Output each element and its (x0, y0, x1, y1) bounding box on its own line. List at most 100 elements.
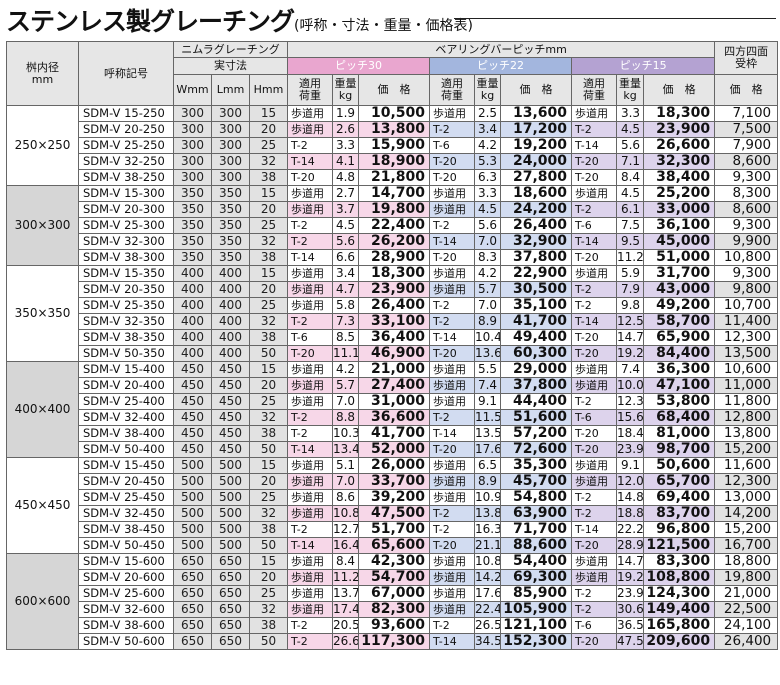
weight-30-cell: 13.7 (332, 585, 360, 602)
model-cell: SDM-V 20-600 (78, 569, 174, 586)
weight-22-cell: 13.8 (474, 505, 502, 522)
load-30-cell: 歩道用 (287, 473, 334, 490)
price-15-cell: 165,800 (643, 617, 716, 634)
load-15-cell: T-20 (571, 537, 618, 554)
price-30-cell: 15,900 (358, 137, 431, 154)
table-row: SDM-V 25-600 650 650 25 歩道用 13.7 67,000 歩道用 17.6… (7, 585, 779, 602)
fourside-price-cell: 12,300 (714, 473, 779, 490)
price-22-cell: 85,900 (500, 585, 573, 602)
price-22-cell: 13,600 (500, 105, 573, 122)
load-22-cell: T-2 (429, 521, 476, 538)
header-h: Hmm (248, 74, 289, 106)
weight-22-cell: 4.2 (474, 265, 502, 282)
w-cell: 350 (173, 217, 212, 234)
table-row: SDM-V 50-450 500 500 50 T-14 16.4 65,600 T-20 21… (7, 537, 779, 554)
price-22-cell: 45,700 (500, 473, 573, 490)
w-cell: 450 (173, 361, 212, 378)
table-row: 450×450 SDM-V 15-450 500 500 15 歩道用 5.1 26,000 歩… (6, 457, 779, 554)
weight-15-cell: 9.5 (616, 233, 645, 250)
price-22-cell: 18,600 (500, 185, 573, 202)
table-row: 300×300 SDM-V 15-300 350 350 15 歩道用 2.7 14,700 歩… (6, 185, 779, 266)
price-15-cell: 124,300 (643, 585, 716, 602)
price-22-cell: 57,200 (500, 425, 573, 442)
w-cell: 350 (173, 185, 212, 202)
header-fprice: 価 格 (714, 74, 779, 106)
price-15-cell: 65,900 (643, 329, 716, 346)
weight-22-cell: 13.6 (474, 345, 502, 362)
load-30-cell: 歩道用 (287, 105, 334, 122)
header-load-15: 適用 荷重 (571, 74, 618, 106)
l-cell: 400 (211, 265, 250, 282)
price-30-cell: 41,700 (358, 425, 431, 442)
w-cell: 400 (173, 281, 212, 298)
h-cell: 32 (248, 505, 289, 522)
l-cell: 400 (211, 345, 250, 362)
header-load-30: 適用 荷重 (287, 74, 334, 106)
price-15-cell: 65,700 (643, 473, 716, 490)
weight-22-cell: 22.4 (474, 601, 502, 618)
fourside-price-cell: 18,800 (714, 553, 779, 570)
load-30-cell: 歩道用 (287, 585, 334, 602)
price-15-cell: 81,000 (643, 425, 716, 442)
weight-30-cell: 3.7 (332, 201, 360, 218)
price-15-cell: 31,700 (643, 265, 716, 282)
load-15-cell: T-14 (571, 137, 618, 154)
w-cell: 300 (173, 105, 212, 122)
w-cell: 400 (173, 313, 212, 330)
weight-15-cell: 15.6 (616, 409, 645, 426)
h-cell: 32 (248, 601, 289, 618)
fourside-price-cell: 10,800 (714, 249, 779, 266)
price-30-cell: 21,000 (358, 361, 431, 378)
w-cell: 350 (173, 233, 212, 250)
weight-22-cell: 17.6 (474, 585, 502, 602)
l-cell: 300 (211, 169, 250, 186)
size-cell: 400×400 (6, 361, 79, 458)
weight-22-cell: 5.7 (474, 281, 502, 298)
weight-15-cell: 12.5 (616, 313, 645, 330)
price-30-cell: 117,300 (358, 633, 431, 650)
weight-30-cell: 6.6 (332, 249, 360, 266)
load-22-cell: 歩道用 (429, 393, 476, 410)
weight-30-cell: 4.2 (332, 361, 360, 378)
w-cell: 500 (173, 537, 212, 554)
load-30-cell: 歩道用 (287, 201, 334, 218)
model-cell: SDM-V 50-350 (78, 345, 174, 362)
load-22-cell: T-6 (429, 137, 476, 154)
price-15-cell: 83,700 (643, 505, 716, 522)
w-cell: 450 (173, 409, 212, 426)
price-30-cell: 26,400 (358, 297, 431, 314)
weight-15-cell: 9.8 (616, 297, 645, 314)
load-30-cell: 歩道用 (287, 553, 334, 570)
price-22-cell: 19,200 (500, 137, 573, 154)
price-15-cell: 49,200 (643, 297, 716, 314)
weight-30-cell: 2.7 (332, 185, 360, 202)
price-30-cell: 23,900 (358, 281, 431, 298)
load-22-cell: 歩道用 (429, 601, 476, 618)
load-30-cell: T-2 (287, 217, 334, 234)
load-15-cell: 歩道用 (571, 457, 618, 474)
weight-30-cell: 3.4 (332, 265, 360, 282)
weight-22-cell: 7.0 (474, 297, 502, 314)
h-cell: 38 (248, 425, 289, 442)
weight-30-cell: 26.6 (332, 633, 360, 650)
model-cell: SDM-V 25-600 (78, 585, 174, 602)
table-row: SDM-V 32-300 350 350 32 T-2 5.6 26,200 T-14 7.0 3… (7, 233, 779, 250)
model-cell: SDM-V 20-450 (78, 473, 174, 490)
weight-30-cell: 11.1 (332, 345, 360, 362)
size-cell: 350×350 (6, 265, 79, 362)
price-30-cell: 31,000 (358, 393, 431, 410)
fourside-price-cell: 11,800 (714, 393, 779, 410)
header-bearing: ベアリングバーピッチmm (287, 41, 716, 58)
model-cell: SDM-V 50-450 (78, 537, 174, 554)
load-30-cell: T-14 (287, 441, 334, 458)
l-cell: 500 (211, 489, 250, 506)
load-30-cell: T-20 (287, 169, 334, 186)
w-cell: 400 (173, 329, 212, 346)
weight-22-cell: 3.4 (474, 121, 502, 138)
load-15-cell: T-2 (571, 297, 618, 314)
w-cell: 350 (173, 249, 212, 266)
load-22-cell: T-14 (429, 425, 476, 442)
weight-30-cell: 11.2 (332, 569, 360, 586)
model-cell: SDM-V 32-450 (78, 505, 174, 522)
load-22-cell: 歩道用 (429, 473, 476, 490)
